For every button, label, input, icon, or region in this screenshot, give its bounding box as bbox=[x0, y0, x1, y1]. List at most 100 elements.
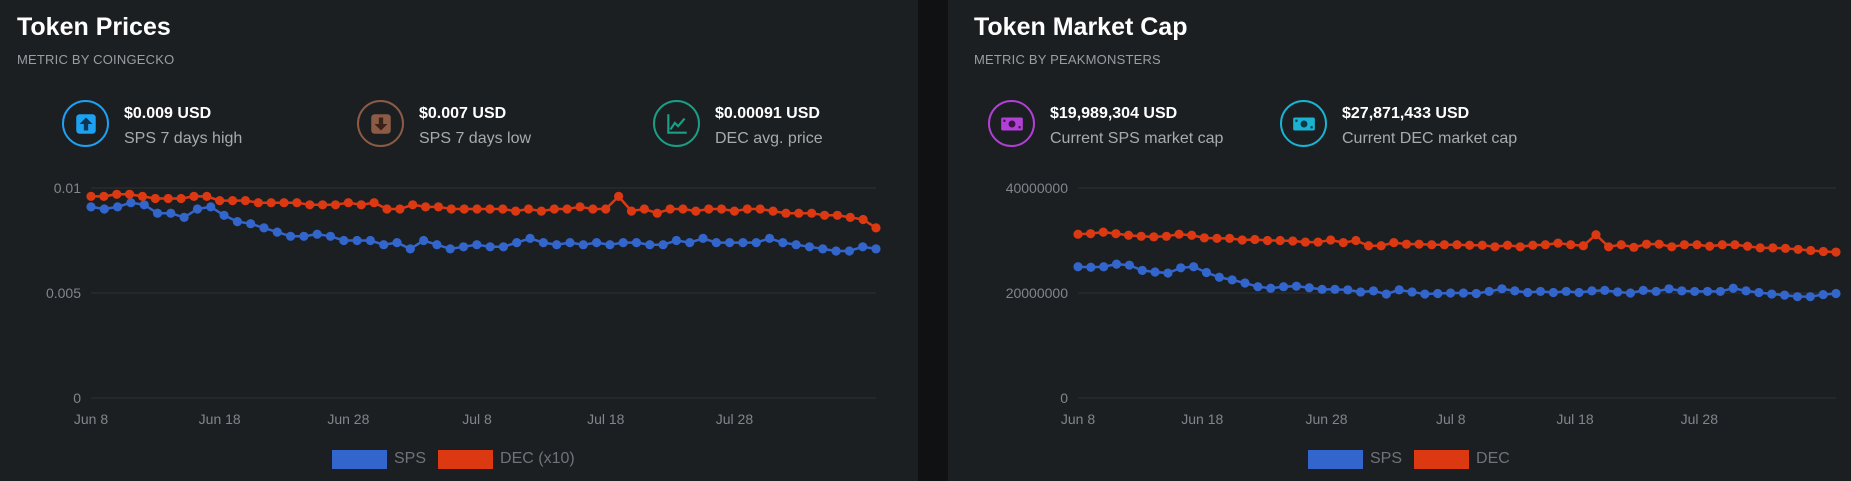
data-point bbox=[1540, 240, 1551, 250]
x-tick-label: Jun 18 bbox=[1181, 411, 1223, 427]
panel-subtitle: METRIC BY PEAKMONSTERS bbox=[974, 52, 1161, 67]
data-point bbox=[1484, 286, 1494, 297]
data-point bbox=[1098, 227, 1108, 237]
data-point bbox=[312, 229, 322, 239]
data-point bbox=[665, 204, 675, 214]
data-point bbox=[578, 240, 588, 250]
data-point bbox=[562, 204, 572, 214]
data-point bbox=[1604, 242, 1614, 252]
data-point bbox=[266, 198, 276, 208]
data-point bbox=[1728, 283, 1738, 293]
stat-label: SPS 7 days high bbox=[124, 130, 243, 147]
legend-item-dec[interactable]: DEC (x10) bbox=[438, 449, 575, 469]
y-tick-label: 0 bbox=[1060, 390, 1068, 406]
data-point bbox=[379, 240, 389, 250]
data-point bbox=[179, 212, 189, 222]
y-tick-label: 0.01 bbox=[54, 180, 81, 196]
x-tick-label: Jul 8 bbox=[462, 411, 492, 427]
data-point bbox=[1389, 238, 1399, 248]
data-point bbox=[1288, 236, 1298, 246]
legend-label: DEC (x10) bbox=[500, 450, 575, 467]
data-point bbox=[126, 198, 136, 208]
data-point bbox=[1253, 282, 1263, 292]
data-point bbox=[804, 242, 815, 252]
legend-swatch bbox=[1308, 449, 1363, 469]
data-point bbox=[819, 210, 830, 220]
data-point bbox=[292, 198, 302, 208]
data-point bbox=[176, 193, 186, 204]
legend-item-sps[interactable]: SPS bbox=[1308, 449, 1402, 469]
data-point bbox=[1330, 284, 1340, 294]
x-tick-label: Jun 28 bbox=[327, 411, 369, 427]
data-point bbox=[1317, 284, 1327, 294]
x-tick-label: Jul 8 bbox=[1436, 411, 1466, 427]
data-point bbox=[631, 238, 642, 248]
data-point bbox=[549, 204, 559, 214]
data-point bbox=[844, 246, 854, 256]
data-point bbox=[219, 210, 229, 220]
data-point bbox=[755, 204, 765, 214]
data-point bbox=[1111, 229, 1121, 239]
data-point bbox=[704, 204, 714, 214]
data-point bbox=[1692, 240, 1702, 250]
data-point bbox=[99, 204, 109, 214]
data-point bbox=[781, 208, 791, 218]
data-point bbox=[1401, 239, 1412, 249]
data-point bbox=[1629, 242, 1639, 252]
data-point bbox=[446, 204, 456, 214]
data-point bbox=[1574, 287, 1584, 298]
data-point bbox=[1433, 288, 1443, 299]
data-point bbox=[1535, 286, 1546, 297]
data-point bbox=[1174, 229, 1184, 239]
data-point bbox=[1086, 262, 1096, 272]
data-point bbox=[1591, 230, 1601, 240]
data-point bbox=[1343, 285, 1353, 295]
data-point bbox=[1136, 231, 1146, 241]
data-point bbox=[591, 238, 602, 248]
arrow-up-icon bbox=[62, 100, 109, 147]
data-point bbox=[1313, 237, 1323, 247]
panel-title: Token Prices bbox=[17, 13, 171, 41]
data-point bbox=[1600, 285, 1610, 295]
data-point bbox=[832, 210, 842, 220]
data-point bbox=[356, 200, 366, 210]
data-point bbox=[1792, 292, 1803, 302]
money-icon bbox=[988, 100, 1035, 147]
data-point bbox=[1742, 241, 1753, 251]
data-point bbox=[1679, 240, 1689, 250]
legend-item-dec[interactable]: DEC bbox=[1414, 449, 1510, 469]
data-point bbox=[485, 204, 495, 214]
data-point bbox=[1150, 267, 1160, 277]
data-point bbox=[343, 198, 353, 208]
data-point bbox=[1427, 240, 1437, 250]
legend-swatch bbox=[332, 449, 387, 469]
data-point bbox=[523, 204, 534, 214]
data-point bbox=[1553, 238, 1563, 248]
data-point bbox=[458, 242, 469, 252]
x-tick-label: Jul 28 bbox=[1681, 411, 1719, 427]
legend-label: SPS bbox=[394, 450, 427, 467]
y-tick-label: 0.005 bbox=[46, 285, 81, 301]
data-point bbox=[285, 231, 296, 241]
x-tick-label: Jun 18 bbox=[199, 411, 241, 427]
data-point bbox=[1690, 286, 1700, 297]
arrow-down-icon bbox=[357, 100, 404, 147]
data-point bbox=[392, 238, 402, 248]
data-point bbox=[1805, 292, 1815, 302]
data-point bbox=[716, 204, 727, 214]
data-point bbox=[601, 204, 611, 214]
data-point bbox=[419, 235, 429, 246]
x-tick-label: Jul 18 bbox=[587, 411, 625, 427]
data-point bbox=[1452, 240, 1462, 250]
legend-item-sps[interactable]: SPS bbox=[332, 449, 427, 469]
data-point bbox=[1578, 241, 1588, 251]
data-point bbox=[738, 238, 748, 248]
data-point bbox=[1664, 284, 1674, 294]
data-point bbox=[871, 223, 881, 233]
data-point bbox=[711, 238, 721, 248]
data-point bbox=[1806, 245, 1816, 256]
data-point bbox=[1278, 282, 1289, 292]
data-point bbox=[1304, 283, 1314, 293]
data-point bbox=[227, 196, 238, 206]
data-point bbox=[1137, 265, 1147, 276]
